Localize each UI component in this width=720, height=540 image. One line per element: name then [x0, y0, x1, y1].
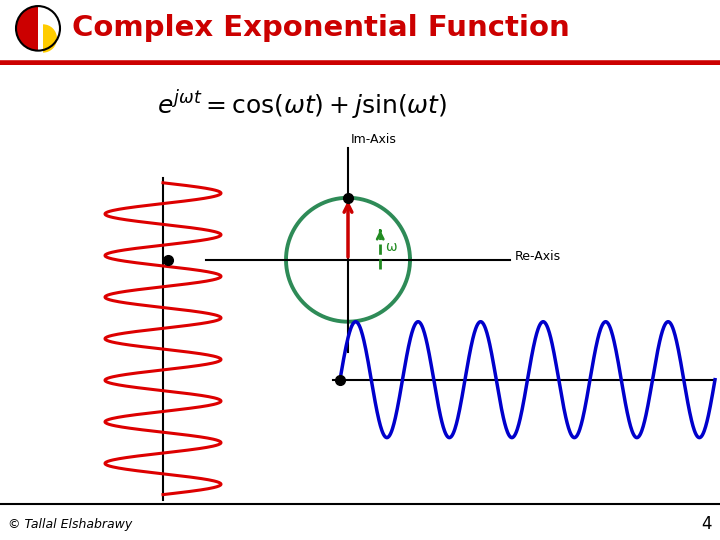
Text: ω: ω: [385, 240, 397, 254]
Wedge shape: [16, 6, 38, 51]
Text: © Tallal Elshabrawy: © Tallal Elshabrawy: [8, 517, 132, 531]
Text: $e^{j\omega t} = \cos(\omega t) + j\sin(\omega t)$: $e^{j\omega t} = \cos(\omega t) + j\sin(…: [157, 89, 448, 122]
Text: Re-Axis: Re-Axis: [515, 250, 561, 263]
Text: Complex Exponential Function: Complex Exponential Function: [72, 15, 570, 42]
Wedge shape: [43, 24, 57, 53]
Text: 4: 4: [701, 515, 712, 533]
Text: Im-Axis: Im-Axis: [351, 133, 397, 146]
